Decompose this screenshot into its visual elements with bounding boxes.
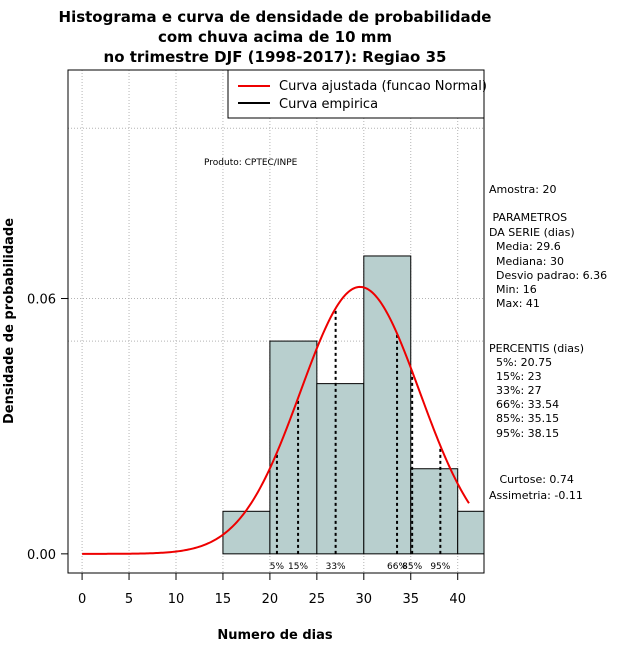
side-statistics: Amostra: 20 PARAMETROS DA SERIE (dias) Me…	[489, 183, 607, 502]
x-tick-label: 30	[356, 592, 373, 607]
side-stat-line: Curtose: 0.74	[489, 473, 574, 486]
side-stat-line: Media: 29.6	[489, 240, 561, 253]
x-tick-label: 20	[262, 592, 279, 607]
side-stat-line: Assimetria: -0.11	[489, 489, 583, 502]
histogram-bar	[363, 255, 412, 555]
percentile-lines: 5% 15% 33% 66%85% 95%	[270, 308, 451, 572]
normal-curve	[82, 285, 470, 555]
legend-label-normal: Curva ajustada (funcao Normal)	[279, 79, 487, 94]
side-stat-line: 33%: 27	[489, 384, 542, 397]
title-line-2: com chuva acima de 10 mm	[158, 28, 392, 46]
side-stat-line: DA SERIE (dias)	[489, 226, 575, 239]
side-stat-line: Amostra: 20	[489, 183, 556, 196]
title-line-3: no trimestre DJF (1998-2017): Regiao 35	[104, 48, 447, 66]
title-line-1: Histograma e curva de densidade de proba…	[59, 8, 492, 26]
legend: Curva ajustada (funcao Normal) Curva emp…	[227, 69, 487, 119]
y-axis: 0.00 0.06	[27, 293, 69, 563]
histogram-bars	[222, 255, 485, 555]
side-stat-line: 5%: 20.75	[489, 356, 552, 369]
x-tick-label: 40	[449, 592, 466, 607]
side-stat-line: PERCENTIS (dias)	[489, 342, 584, 355]
side-stat-line: 15%: 23	[489, 370, 542, 383]
legend-box	[227, 69, 485, 119]
percentile-label: 33%	[326, 562, 346, 572]
legend-label-empirical: Curva empirica	[279, 97, 378, 112]
x-axis: 0 5 10 15 20 25 30 35 40	[78, 572, 466, 607]
percentile-label: 95%	[430, 562, 450, 572]
y-tick-label: 0.06	[27, 293, 56, 308]
x-tick-label: 25	[309, 592, 326, 607]
product-note: Produto: CPTEC/INPE	[204, 158, 298, 168]
normal-curve-layer	[82, 285, 470, 555]
histogram-bar	[269, 340, 318, 555]
percentile-label: 15%	[288, 562, 308, 572]
chart-title: Histograma e curva de densidade de proba…	[59, 8, 492, 66]
percentile-label: 85%	[402, 562, 422, 572]
side-stat-line: Max: 41	[489, 297, 540, 310]
x-axis-title: Numero de dias	[217, 628, 333, 643]
x-tick-label: 15	[215, 592, 232, 607]
side-stat-line: PARAMETROS	[489, 211, 567, 224]
y-tick-label: 0.00	[27, 548, 56, 563]
histogram-bar	[222, 510, 271, 555]
side-stat-line: 95%: 38.15	[489, 427, 559, 440]
histogram-bar	[457, 510, 485, 555]
x-tick-label: 10	[168, 592, 185, 607]
side-stat-line: Desvio padrao: 6.36	[489, 269, 607, 282]
x-tick-label: 5	[125, 592, 133, 607]
side-stat-line: 85%: 35.15	[489, 412, 559, 425]
x-tick-label: 0	[78, 592, 86, 607]
histogram-bar	[316, 383, 365, 555]
side-stat-line: Min: 16	[489, 283, 537, 296]
percentile-label: 66%	[387, 562, 407, 572]
histogram-bar	[410, 468, 459, 555]
side-stat-line: 66%: 33.54	[489, 398, 559, 411]
y-axis-title: Densidade de probabilidade	[2, 218, 17, 424]
x-tick-label: 35	[402, 592, 419, 607]
side-stat-line: Mediana: 30	[489, 255, 564, 268]
percentile-label: 5%	[270, 562, 285, 572]
